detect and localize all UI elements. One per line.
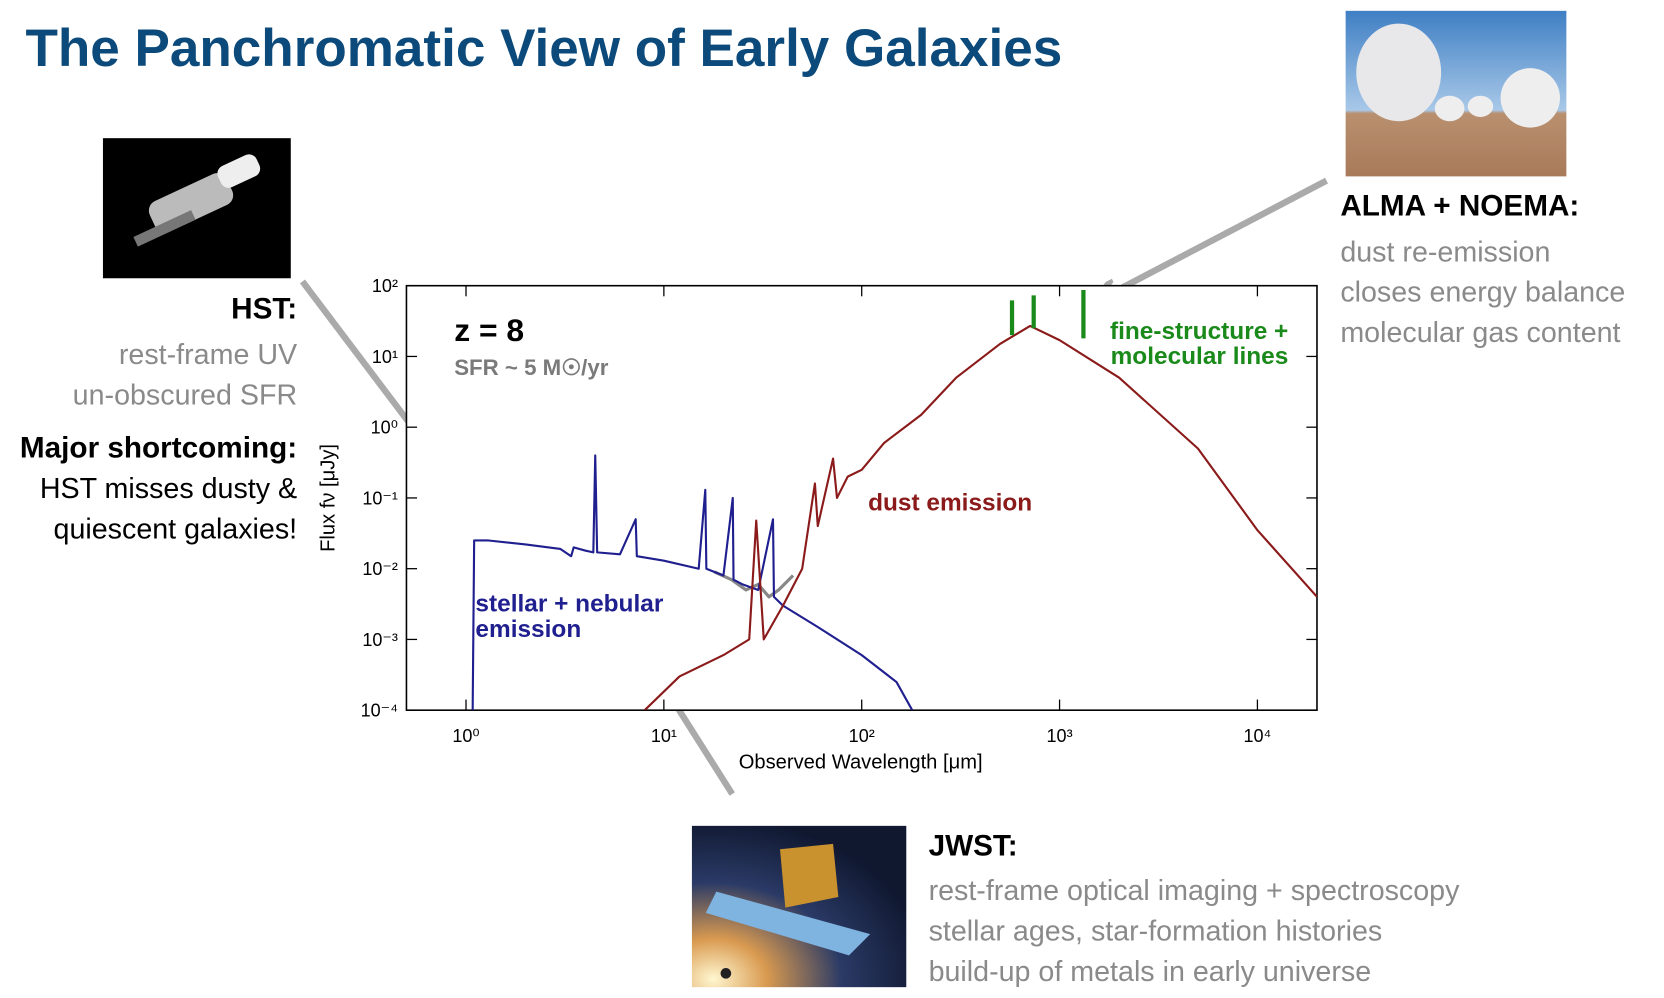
chart: Observed Wavelength [μm] Flux fν [μJy] z… [317, 276, 1318, 774]
alma-line: molecular gas content [1340, 317, 1620, 349]
y-tick-label: 10⁻³ [362, 630, 398, 650]
alma-heading: ALMA + NOEMA: [1340, 190, 1579, 223]
plot-frame [405, 284, 1318, 711]
series-label: dust emission [868, 489, 1033, 516]
x-tick-label: 10³ [1047, 726, 1073, 746]
alma-line: dust re-emission [1340, 236, 1550, 268]
alma-arrow [1104, 177, 1329, 298]
y-tick-label: 10⁻² [362, 559, 398, 579]
series-line [471, 454, 914, 711]
series-line [643, 324, 1317, 711]
x-tick-label: 10² [849, 726, 875, 746]
x-tick-label: 10⁴ [1244, 726, 1272, 746]
sfr-label: SFR ~ 5 M☉/yr [454, 355, 609, 380]
y-tick-label: 10⁻⁴ [361, 701, 398, 721]
y-tick-label: 10⁰ [371, 418, 398, 438]
series-label: stellar + nebular emission [475, 590, 664, 643]
hst-line: un-obscured SFR [73, 380, 297, 412]
slide-title: The Panchromatic View of Early Galaxies [25, 19, 1062, 78]
x-tick-label: 10⁰ [452, 726, 479, 746]
jwst-line: build-up of metals in early universe [929, 956, 1372, 988]
series-label-text: fine-structure + molecular lines [1109, 317, 1289, 370]
hst-note-heading: Major shortcoming: [20, 432, 297, 465]
series-label-text: dust emission [868, 489, 1033, 516]
y-tick-label: 10⁻¹ [362, 488, 398, 508]
series-label-text: stellar + nebular emission [475, 590, 664, 643]
y-tick-label: 10² [372, 276, 398, 296]
alma-image [1345, 10, 1567, 177]
y-tick-label: 10¹ [372, 347, 398, 367]
x-axis-label: Observed Wavelength [μm] [739, 752, 983, 774]
jwst-line: rest-frame optical imaging + spectroscop… [929, 875, 1461, 907]
x-tick-label: 10¹ [651, 726, 677, 746]
series-label: fine-structure + molecular lines [1109, 317, 1289, 370]
hst-note: quiescent galaxies! [54, 513, 298, 545]
hst-image [102, 138, 291, 279]
redshift-label: z = 8 [454, 312, 524, 348]
y-axis-label: Flux fν [μJy] [317, 444, 339, 552]
jwst-heading: JWST: [929, 830, 1018, 863]
hst-heading: HST: [231, 293, 297, 326]
series-line [713, 570, 795, 599]
jwst-image [691, 825, 907, 988]
hst-line: rest-frame UV [119, 339, 297, 371]
jwst-line: stellar ages, star-formation histories [929, 915, 1383, 947]
alma-line: closes energy balance [1340, 277, 1625, 309]
plot-area [471, 289, 1317, 711]
hst-note: HST misses dusty & [40, 473, 297, 505]
